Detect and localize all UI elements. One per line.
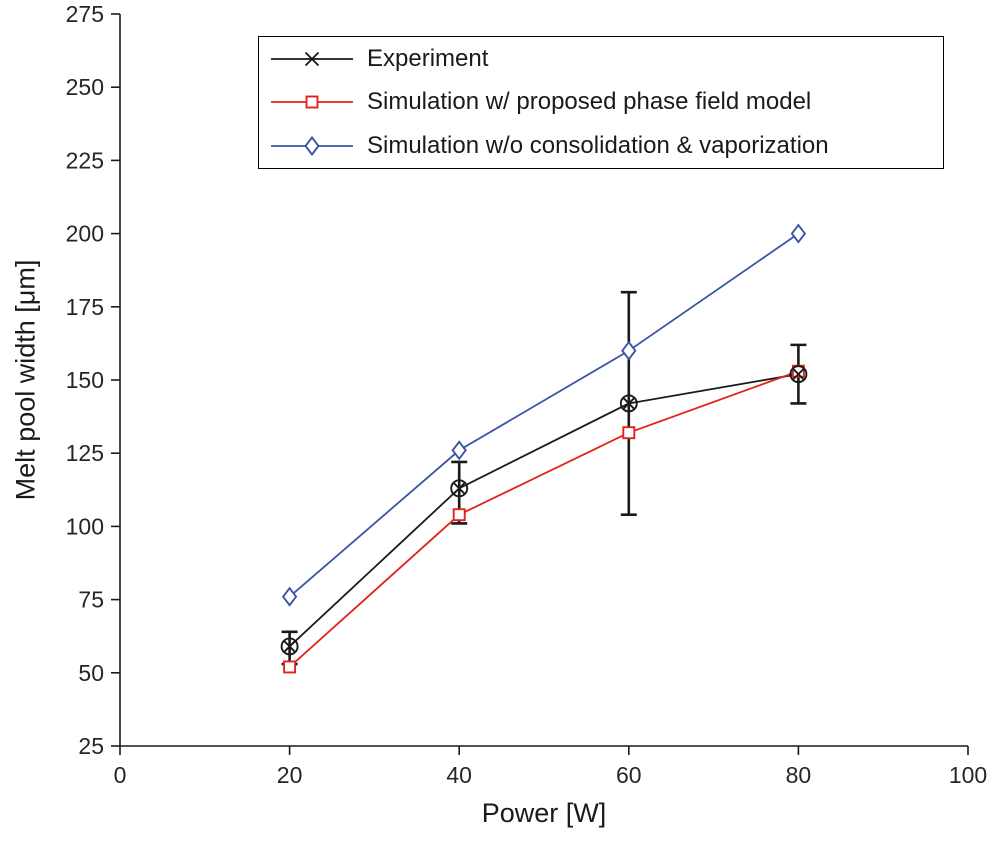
x-tick-label: 60 <box>616 762 642 788</box>
y-axis-label: Melt pool width [μm] <box>10 259 41 501</box>
legend-item-simulation-no-consolidation: Simulation w/o consolidation & vaporizat… <box>269 131 943 161</box>
legend-sample-simulation-no-consolidation <box>271 136 353 157</box>
x-tick-label: 40 <box>446 762 472 788</box>
circle-x-marker <box>280 637 299 656</box>
circle-x-marker <box>619 394 638 413</box>
y-tick-label: 150 <box>66 367 104 393</box>
y-tick-label: 250 <box>66 74 104 100</box>
x-tick-label: 20 <box>277 762 303 788</box>
circle-x-marker <box>450 479 469 498</box>
y-tick-label: 175 <box>66 294 104 320</box>
legend-sample-experiment <box>271 51 353 66</box>
x-axis-label: Power [W] <box>481 798 607 828</box>
legend: Experiment Simulation w/ proposed phase … <box>258 36 944 169</box>
legend-label-simulation-phase-field: Simulation w/ proposed phase field model <box>367 88 812 116</box>
x-tick-label: 0 <box>114 762 127 788</box>
y-tick-label: 200 <box>66 221 104 247</box>
y-tick-label: 50 <box>78 660 104 686</box>
legend-item-experiment: Experiment <box>269 44 943 74</box>
diamond-marker <box>621 340 637 361</box>
y-tick-label: 100 <box>66 513 104 539</box>
square-marker <box>305 96 319 109</box>
series-line-1 <box>288 370 799 668</box>
error-bar <box>281 630 298 666</box>
x-marker <box>304 51 320 66</box>
y-tick-label: 225 <box>66 147 104 173</box>
y-tick-label: 125 <box>66 440 104 466</box>
y-tick-label: 25 <box>78 733 104 759</box>
square-marker <box>622 426 636 440</box>
x-tick-label: 100 <box>949 762 987 788</box>
series-line-0 <box>288 373 799 648</box>
legend-item-simulation-phase-field: Simulation w/ proposed phase field model <box>269 87 943 117</box>
square-marker <box>452 508 466 522</box>
square-marker <box>283 660 297 674</box>
legend-sample-simulation-phase-field <box>271 96 353 109</box>
y-tick-label: 275 <box>66 1 104 27</box>
diamond-marker <box>451 440 467 461</box>
circle-x-marker <box>789 365 808 384</box>
x-tick-label: 80 <box>786 762 812 788</box>
series-line-2 <box>289 232 799 598</box>
diamond-marker <box>304 136 320 157</box>
legend-label-simulation-no-consolidation: Simulation w/o consolidation & vaporizat… <box>367 132 829 160</box>
diamond-marker <box>281 586 298 607</box>
diamond-marker <box>790 223 807 244</box>
y-tick-label: 75 <box>78 587 104 613</box>
legend-label-experiment: Experiment <box>367 44 489 72</box>
